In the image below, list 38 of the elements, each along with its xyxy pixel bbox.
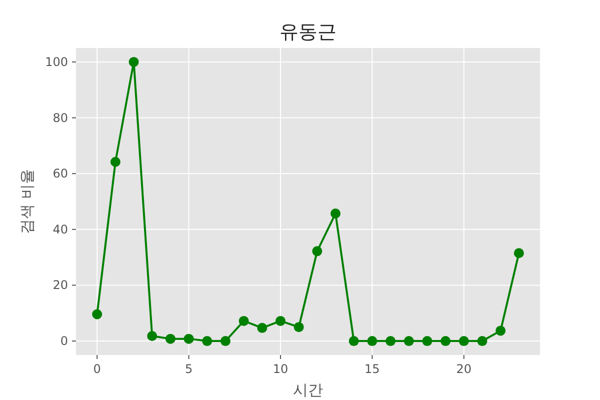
point [275, 316, 286, 326]
x-tick-label: 0 [93, 362, 101, 376]
point [404, 336, 414, 346]
x-axis-title: 시간 [293, 381, 323, 399]
point [367, 336, 378, 346]
point [440, 336, 451, 346]
point [202, 336, 212, 346]
y-tick-label: 20 [52, 278, 68, 292]
point [458, 336, 469, 346]
x-tick-label: 5 [184, 362, 193, 376]
point [165, 334, 176, 344]
point [238, 316, 249, 326]
point [147, 331, 158, 342]
y-tick-label: 0 [60, 334, 68, 348]
point [257, 322, 268, 333]
x-tick-label: 10 [272, 362, 288, 376]
point [92, 309, 102, 320]
point [220, 336, 230, 346]
point [330, 208, 341, 218]
x-tick-label: 20 [456, 362, 472, 376]
point [128, 56, 139, 67]
chart-title: 유동근 [280, 21, 336, 43]
point [386, 336, 396, 346]
x-tick-label: 15 [364, 362, 380, 376]
point [348, 336, 359, 346]
y-tick-label: 100 [45, 54, 68, 69]
point [312, 246, 322, 256]
y-axis-title: 검색 비율 [18, 169, 36, 234]
point [294, 322, 304, 332]
point [110, 156, 120, 167]
point [477, 336, 488, 346]
point [184, 334, 194, 344]
y-tick-label: 60 [52, 166, 68, 181]
y-tick-label: 40 [52, 222, 68, 236]
point [496, 326, 506, 336]
point [514, 248, 524, 258]
y-tick-label: 80 [52, 110, 68, 125]
point [422, 336, 432, 346]
